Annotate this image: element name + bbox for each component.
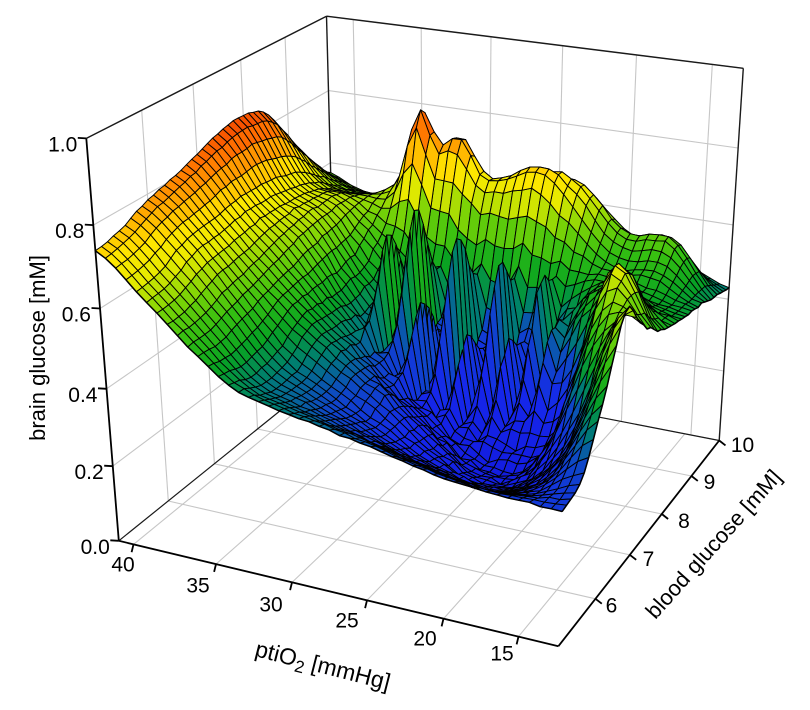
svg-text:35: 35	[186, 575, 209, 598]
svg-text:1.0: 1.0	[48, 133, 77, 156]
svg-text:10: 10	[731, 434, 754, 457]
svg-text:0.4: 0.4	[68, 384, 98, 407]
svg-text:0.6: 0.6	[62, 304, 91, 327]
svg-text:9: 9	[704, 471, 716, 494]
svg-text:7: 7	[643, 548, 655, 571]
svg-text:40: 40	[111, 554, 134, 577]
svg-text:0.2: 0.2	[74, 461, 103, 484]
svg-text:6: 6	[606, 595, 618, 618]
svg-text:20: 20	[413, 628, 436, 651]
svg-text:30: 30	[259, 594, 282, 617]
svg-text:0.8: 0.8	[55, 220, 84, 243]
svg-text:15: 15	[490, 643, 513, 666]
svg-text:25: 25	[335, 610, 358, 633]
svg-text:8: 8	[678, 510, 690, 533]
svg-text:brain glucose [mM]: brain glucose [mM]	[25, 255, 50, 441]
svg-text:0.0: 0.0	[81, 536, 110, 559]
